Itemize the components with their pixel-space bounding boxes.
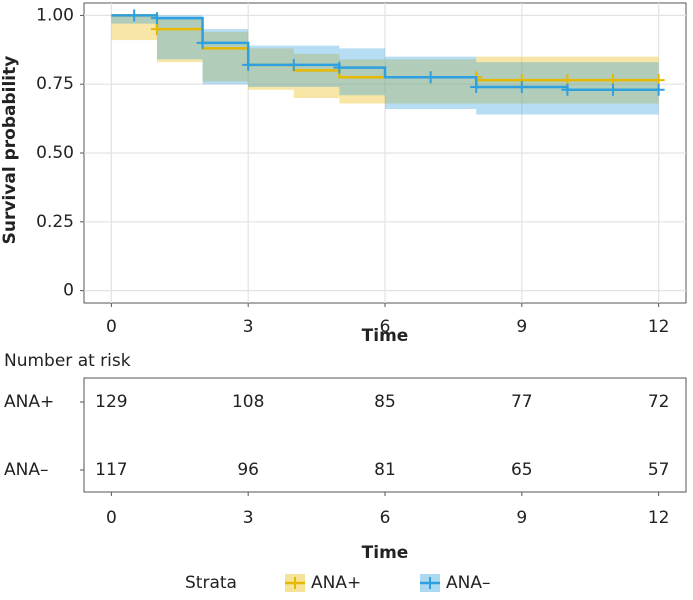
x-tick-label: 9: [516, 317, 527, 337]
risk-count: 129: [95, 392, 127, 412]
y-tick-label: 1.00: [36, 5, 74, 25]
y-tick-label: 0.25: [36, 212, 74, 232]
legend-label: ANA+: [311, 573, 361, 593]
censor-mark: [424, 71, 437, 84]
x-tick-label: 0: [106, 508, 117, 528]
censor-mark: [287, 58, 300, 71]
risk-count: 96: [237, 460, 259, 480]
censor-mark: [515, 80, 528, 93]
censor-mark: [652, 83, 665, 96]
risk-count: 57: [648, 460, 670, 480]
x-tick-label: 3: [243, 508, 254, 528]
x-tick-label: 6: [380, 508, 391, 528]
table-panel: [83, 377, 687, 493]
censor-mark: [128, 9, 141, 22]
plot-layer: [84, 3, 686, 303]
x-tick-label: 3: [243, 317, 254, 337]
row-label: ANA–: [4, 460, 48, 480]
risk-count: 117: [95, 460, 127, 480]
y-tick-label: 0.50: [36, 143, 74, 163]
x-tick-label: 0: [106, 317, 117, 337]
y-tick-label: 0.75: [36, 74, 74, 94]
censor-mark: [150, 12, 163, 25]
risk-count: 65: [511, 460, 533, 480]
censor-mark: [150, 23, 163, 36]
table-title: Number at risk: [4, 351, 131, 371]
censor-mark: [196, 36, 209, 49]
legend-title: Strata: [185, 573, 237, 593]
row-label: ANA+: [4, 392, 54, 412]
risk-count: 72: [648, 392, 670, 412]
x-tick-label: 9: [516, 508, 527, 528]
censor-mark: [561, 83, 574, 96]
legend-label: ANA–: [446, 573, 490, 593]
x-tick-label: 12: [648, 508, 670, 528]
censor-mark: [470, 80, 483, 93]
x-tick-label: 12: [648, 317, 670, 337]
y-tick-label: 0: [63, 281, 74, 301]
risk-count: 81: [374, 460, 396, 480]
censor-mark: [242, 58, 255, 71]
censor-mark: [333, 61, 346, 74]
table-x-label: Time: [362, 543, 409, 563]
x-axis-label: Time: [362, 326, 409, 346]
risk-count: 85: [374, 392, 396, 412]
y-axis-label: Survival probability: [0, 56, 20, 245]
risk-count: 108: [232, 392, 264, 412]
risk-count: 77: [511, 392, 533, 412]
x-tick-label: 6: [380, 317, 391, 337]
censor-mark: [607, 83, 620, 96]
